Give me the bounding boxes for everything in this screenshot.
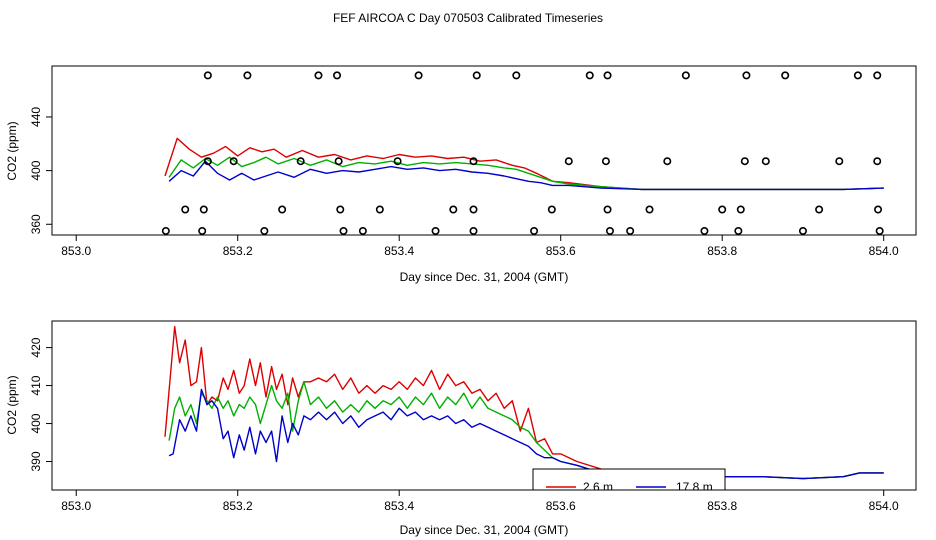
x-tick-label: 854.0 — [869, 244, 899, 258]
x-tick-label: 854.0 — [869, 499, 899, 513]
flag-marker — [314, 71, 323, 80]
y-tick-label: 440 — [29, 107, 43, 127]
flag-marker — [740, 157, 749, 166]
y-tick-label: 410 — [29, 375, 43, 395]
flag-marker — [681, 71, 690, 80]
flag-marker — [296, 157, 305, 166]
flag-marker — [547, 205, 556, 214]
y-tick-label: 420 — [29, 337, 43, 357]
figure-title: FEF AIRCOA C Day 070503 Calibrated Times… — [333, 11, 603, 25]
top-chart-xlabel: Day since Dec. 31, 2004 (GMT) — [400, 270, 569, 284]
flag-marker — [198, 226, 207, 235]
flag-marker — [663, 157, 672, 166]
flag-marker — [874, 205, 883, 214]
flag-marker — [585, 71, 594, 80]
flag-marker — [700, 226, 709, 235]
flag-marker — [229, 157, 238, 166]
y-tick-label: 400 — [29, 413, 43, 433]
flag-marker — [203, 157, 212, 166]
flag-marker — [333, 71, 342, 80]
top-chart-ylabel: CO2 (ppm) — [5, 121, 19, 180]
flag-marker — [512, 71, 521, 80]
flag-marker — [761, 157, 770, 166]
flag-marker — [431, 226, 440, 235]
flag-marker — [718, 205, 727, 214]
x-tick-label: 853.4 — [384, 244, 414, 258]
flag-marker — [742, 71, 751, 80]
x-tick-label: 853.0 — [61, 499, 91, 513]
flag-marker — [781, 71, 790, 80]
flag-marker — [472, 71, 481, 80]
flag-marker — [243, 71, 252, 80]
flag-marker — [469, 205, 478, 214]
x-tick-label: 853.2 — [223, 499, 253, 513]
top-chart-plot-frame — [51, 65, 917, 236]
x-tick-label: 853.2 — [223, 244, 253, 258]
x-tick-label: 853.6 — [546, 244, 576, 258]
flag-marker — [798, 226, 807, 235]
flag-marker — [181, 205, 190, 214]
flag-marker — [626, 226, 635, 235]
series-line-2 — [168, 388, 884, 480]
flag-marker — [469, 157, 478, 166]
y-tick-label: 360 — [29, 214, 43, 234]
series-line-1 — [168, 381, 884, 480]
flag-marker — [815, 205, 824, 214]
y-tick-label: 390 — [29, 451, 43, 471]
x-tick-label: 853.0 — [61, 244, 91, 258]
flag-marker — [469, 226, 478, 235]
flag-marker — [530, 226, 539, 235]
flag-marker — [603, 205, 612, 214]
series-line-2 — [168, 160, 884, 191]
series-line-0 — [164, 137, 884, 191]
flag-marker — [736, 205, 745, 214]
flag-marker — [199, 205, 208, 214]
flag-marker — [336, 205, 345, 214]
x-tick-label: 853.6 — [546, 499, 576, 513]
flag-marker — [875, 226, 884, 235]
flag-marker — [835, 157, 844, 166]
flag-marker — [203, 71, 212, 80]
flag-marker — [375, 205, 384, 214]
flag-marker — [873, 157, 882, 166]
flag-marker — [601, 157, 610, 166]
bottom-chart-panel: 390 400 410 420 853.0 853.2 853.4 853.6 853.8 85… — [5, 320, 917, 537]
flag-marker — [358, 226, 367, 235]
x-tick-label: 853.4 — [384, 499, 414, 513]
flag-marker — [564, 157, 573, 166]
flag-marker — [853, 71, 862, 80]
flag-marker — [603, 71, 612, 80]
flag-marker — [339, 226, 348, 235]
flag-marker — [278, 205, 287, 214]
flag-marker — [449, 205, 458, 214]
flag-marker — [334, 157, 343, 166]
flag-marker — [734, 226, 743, 235]
top-chart-panel: 360 400 440 853.0 853.2 853.4 853.6 853.8 854.0… — [5, 65, 917, 284]
flag-marker — [161, 226, 170, 235]
flag-marker — [873, 71, 882, 80]
flag-marker — [260, 226, 269, 235]
bottom-chart-xlabel: Day since Dec. 31, 2004 (GMT) — [400, 523, 569, 537]
x-tick-label: 853.8 — [707, 499, 737, 513]
y-tick-label: 400 — [29, 160, 43, 180]
series-line-0 — [164, 326, 884, 480]
legend-clip-mask — [520, 490, 740, 501]
flag-marker — [414, 71, 423, 80]
flag-marker — [393, 157, 402, 166]
bottom-chart-ylabel: CO2 (ppm) — [5, 375, 19, 434]
flag-marker — [605, 226, 614, 235]
x-tick-label: 853.8 — [707, 244, 737, 258]
flag-marker — [645, 205, 654, 214]
